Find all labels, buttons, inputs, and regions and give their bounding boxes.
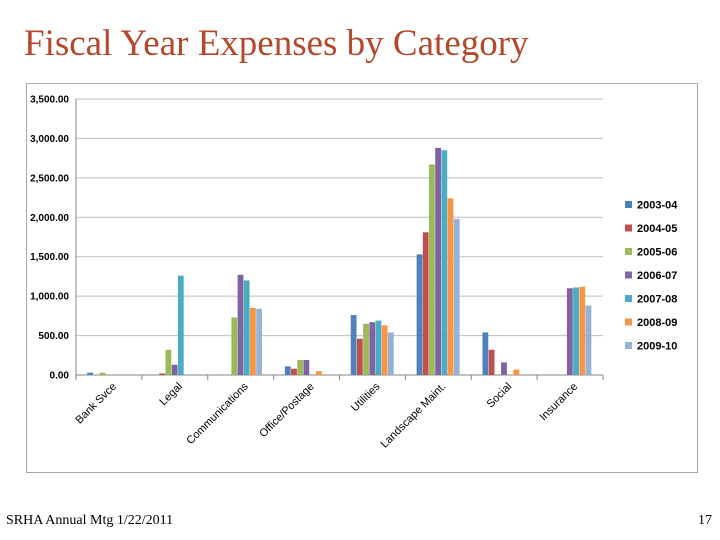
legend-swatch — [625, 342, 632, 349]
bar — [284, 366, 291, 375]
bar — [171, 364, 178, 375]
legend-label: 2003-04 — [637, 200, 678, 212]
bar — [453, 218, 460, 375]
legend-swatch — [625, 271, 632, 279]
bar — [573, 287, 579, 375]
slide-title: Fiscal Year Expenses by Category — [24, 23, 529, 64]
category-label: Insurance — [538, 381, 581, 424]
bar — [566, 288, 573, 375]
bar — [243, 280, 250, 375]
bar — [585, 305, 592, 375]
bar — [291, 368, 297, 375]
chart-frame: 0.00 500.00 1,000.00 1,500.00 2,000.00 2,500.… — [26, 83, 698, 473]
bar — [447, 198, 454, 375]
bar — [387, 332, 394, 375]
category-label: Legal — [157, 381, 185, 409]
y-tick-label: 1,500.00 — [30, 252, 69, 263]
bar — [579, 286, 586, 375]
y-tick-label: 2,000.00 — [30, 213, 69, 224]
legend-swatch — [625, 248, 632, 255]
bar — [256, 308, 262, 375]
bar — [363, 323, 369, 375]
legend-label: 2005-06 — [637, 247, 677, 259]
bar — [369, 322, 376, 375]
legend-label: 2009-10 — [637, 341, 677, 353]
bar — [99, 372, 106, 375]
y-tick-label: 3,500.00 — [30, 95, 69, 106]
bar — [482, 332, 489, 375]
bar — [159, 373, 166, 375]
y-tick-label: 0.00 — [50, 371, 70, 382]
bar — [237, 274, 244, 375]
legend-label: 2004-05 — [637, 223, 677, 235]
page-number: 17 — [698, 513, 712, 528]
bar — [87, 372, 94, 375]
legend-swatch — [625, 295, 632, 302]
category-label: Landscape Maint. — [379, 381, 449, 451]
bar — [441, 150, 448, 375]
bar — [488, 349, 495, 375]
category-label: Communications — [184, 380, 251, 447]
legend-swatch — [625, 201, 632, 208]
bar — [303, 360, 310, 375]
legend-swatch — [625, 224, 632, 232]
bar — [231, 317, 238, 375]
bar — [297, 360, 304, 375]
legend-label: 2008-09 — [637, 317, 677, 329]
category-label: Social — [485, 381, 515, 411]
bar — [501, 362, 507, 375]
y-tick-label: 500.00 — [38, 331, 69, 342]
y-tick-label: 3,000.00 — [30, 134, 69, 145]
y-tick-label: 2,500.00 — [30, 173, 69, 184]
bar — [350, 315, 357, 375]
bar — [429, 164, 435, 375]
bar — [422, 232, 429, 375]
bar — [513, 369, 520, 375]
bar — [375, 320, 382, 375]
bar — [435, 147, 442, 375]
bar-chart: 0.00 500.00 1,000.00 1,500.00 2,000.00 2,500.… — [30, 95, 678, 451]
category-label: Office/Postage — [257, 381, 316, 440]
footer-text: SRHA Annual Mtg 1/22/2011 — [6, 513, 174, 528]
legend-label: 2007-08 — [637, 294, 677, 306]
bar — [356, 338, 363, 375]
legend-swatch — [625, 318, 632, 326]
bar — [177, 275, 184, 375]
category-label: Bank Svce — [73, 381, 119, 427]
bar — [315, 371, 322, 375]
y-tick-label: 1,000.00 — [30, 292, 69, 303]
bar — [165, 349, 172, 375]
bar — [381, 325, 388, 375]
bar — [249, 307, 256, 375]
legend-label: 2006-07 — [637, 270, 677, 282]
category-label: Utilities — [349, 380, 383, 414]
bar — [416, 254, 423, 375]
